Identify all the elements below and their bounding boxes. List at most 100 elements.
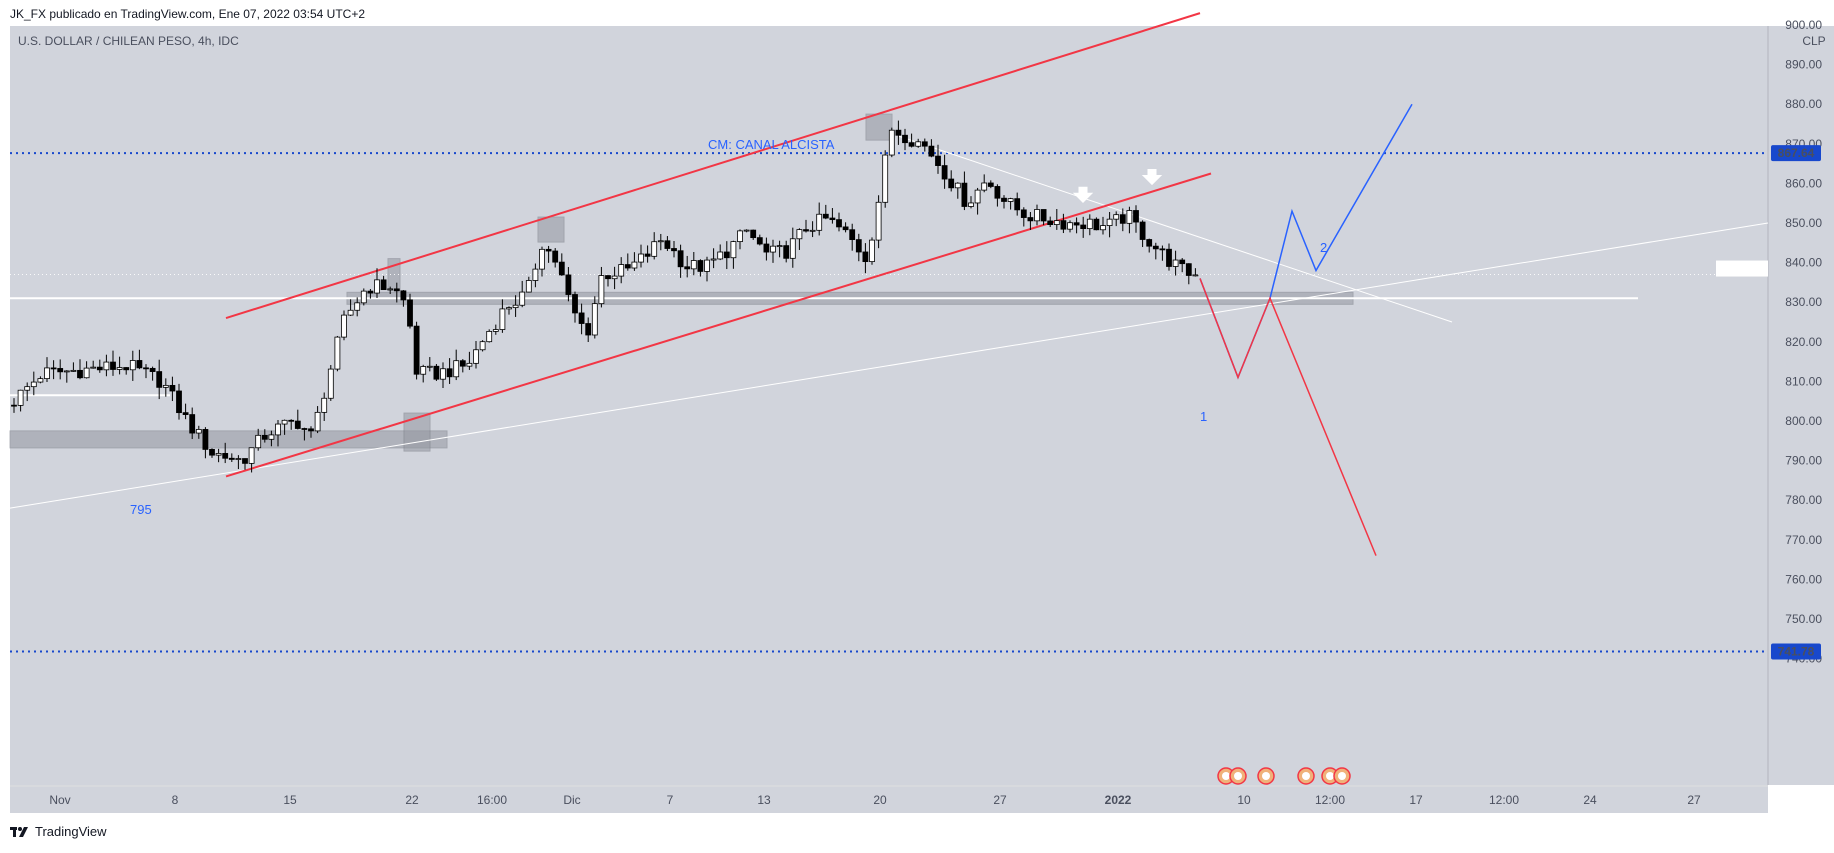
candle[interactable] xyxy=(869,239,875,263)
candle[interactable] xyxy=(1027,217,1034,222)
candle[interactable] xyxy=(1073,222,1080,226)
candle[interactable] xyxy=(506,307,512,310)
candle[interactable] xyxy=(110,361,116,370)
candle[interactable] xyxy=(499,308,506,330)
channel-lower-line[interactable] xyxy=(225,172,1212,478)
candle[interactable] xyxy=(677,250,684,268)
scenario-down-path[interactable] xyxy=(1199,278,1377,556)
candle[interactable] xyxy=(558,261,565,276)
candle[interactable] xyxy=(684,266,691,270)
candle[interactable] xyxy=(954,182,961,189)
candle[interactable] xyxy=(789,238,796,259)
candle[interactable] xyxy=(1133,210,1139,223)
candle[interactable] xyxy=(433,365,440,380)
chart-annotation[interactable]: 1 xyxy=(1200,409,1207,424)
candle[interactable] xyxy=(380,279,387,291)
candle[interactable] xyxy=(367,290,374,294)
candle[interactable] xyxy=(816,213,823,231)
candle[interactable] xyxy=(512,304,519,309)
candle[interactable] xyxy=(1126,210,1133,224)
candle[interactable] xyxy=(935,155,941,166)
candle[interactable] xyxy=(1060,220,1067,230)
candle[interactable] xyxy=(545,248,552,252)
highlight-box[interactable] xyxy=(403,412,431,452)
candle[interactable] xyxy=(473,349,479,364)
candle[interactable] xyxy=(1020,209,1027,218)
candle[interactable] xyxy=(585,323,592,336)
candle[interactable] xyxy=(413,325,420,375)
candle[interactable] xyxy=(440,368,446,380)
candle[interactable] xyxy=(44,367,50,380)
candle[interactable] xyxy=(631,261,638,269)
candle[interactable] xyxy=(519,291,526,306)
candle[interactable] xyxy=(624,264,631,269)
long-trendline[interactable] xyxy=(9,222,1769,509)
candle[interactable] xyxy=(11,404,17,407)
candle[interactable] xyxy=(717,251,724,260)
candle[interactable] xyxy=(611,275,618,280)
candle[interactable] xyxy=(136,360,143,369)
candle[interactable] xyxy=(1113,214,1120,220)
candle[interactable] xyxy=(17,389,24,406)
candle[interactable] xyxy=(261,434,268,440)
candle[interactable] xyxy=(697,260,704,272)
candle[interactable] xyxy=(37,378,44,383)
candle[interactable] xyxy=(730,241,737,259)
candle[interactable] xyxy=(578,312,585,324)
candle[interactable] xyxy=(1166,248,1172,267)
candle[interactable] xyxy=(116,367,123,370)
candle[interactable] xyxy=(974,189,981,204)
channel-upper-line[interactable] xyxy=(225,12,1201,319)
candle[interactable] xyxy=(941,165,948,180)
candle[interactable] xyxy=(1172,259,1179,267)
tradingview-brand[interactable]: TradingView xyxy=(10,824,107,839)
candle[interactable] xyxy=(156,371,163,388)
chart-annotation[interactable]: CM: CANAL ALCISTA xyxy=(708,137,835,152)
candle[interactable] xyxy=(1014,198,1021,211)
candle[interactable] xyxy=(968,202,974,207)
candle[interactable] xyxy=(202,429,209,450)
candle[interactable] xyxy=(737,230,743,243)
candle[interactable] xyxy=(605,275,611,280)
candle[interactable] xyxy=(281,419,288,425)
candle[interactable] xyxy=(525,280,532,293)
descending-trendline[interactable] xyxy=(897,135,1453,323)
candle[interactable] xyxy=(598,275,605,305)
candle[interactable] xyxy=(855,239,862,253)
candle[interactable] xyxy=(783,245,790,259)
candle[interactable] xyxy=(275,423,281,436)
candle[interactable] xyxy=(459,360,466,367)
candle[interactable] xyxy=(1086,218,1093,230)
candle[interactable] xyxy=(83,367,90,379)
candle[interactable] xyxy=(195,429,202,434)
candle[interactable] xyxy=(1119,214,1126,224)
candle[interactable] xyxy=(1001,197,1007,202)
candle[interactable] xyxy=(981,182,988,191)
candle[interactable] xyxy=(486,330,493,343)
candle[interactable] xyxy=(994,186,1001,199)
candle[interactable] xyxy=(770,245,776,253)
candle[interactable] xyxy=(618,264,625,277)
time-axis[interactable] xyxy=(10,787,1768,813)
candle[interactable] xyxy=(347,309,354,316)
candle[interactable] xyxy=(77,369,83,379)
candle[interactable] xyxy=(182,412,189,415)
candle[interactable] xyxy=(327,368,334,399)
candle[interactable] xyxy=(176,390,182,414)
candle[interactable] xyxy=(1067,222,1073,230)
candle[interactable] xyxy=(1093,218,1100,231)
candle[interactable] xyxy=(334,336,341,370)
candle[interactable] xyxy=(354,302,361,311)
candle[interactable] xyxy=(829,217,836,221)
candle[interactable] xyxy=(849,229,856,241)
candle[interactable] xyxy=(750,229,757,239)
candle[interactable] xyxy=(63,370,70,373)
candle[interactable] xyxy=(288,419,295,422)
candle[interactable] xyxy=(961,182,968,207)
candle[interactable] xyxy=(704,259,710,272)
candle[interactable] xyxy=(189,414,196,434)
candle[interactable] xyxy=(426,365,433,368)
chart-annotation[interactable]: 795 xyxy=(130,502,152,517)
candle[interactable] xyxy=(836,219,842,228)
candle[interactable] xyxy=(902,134,908,144)
